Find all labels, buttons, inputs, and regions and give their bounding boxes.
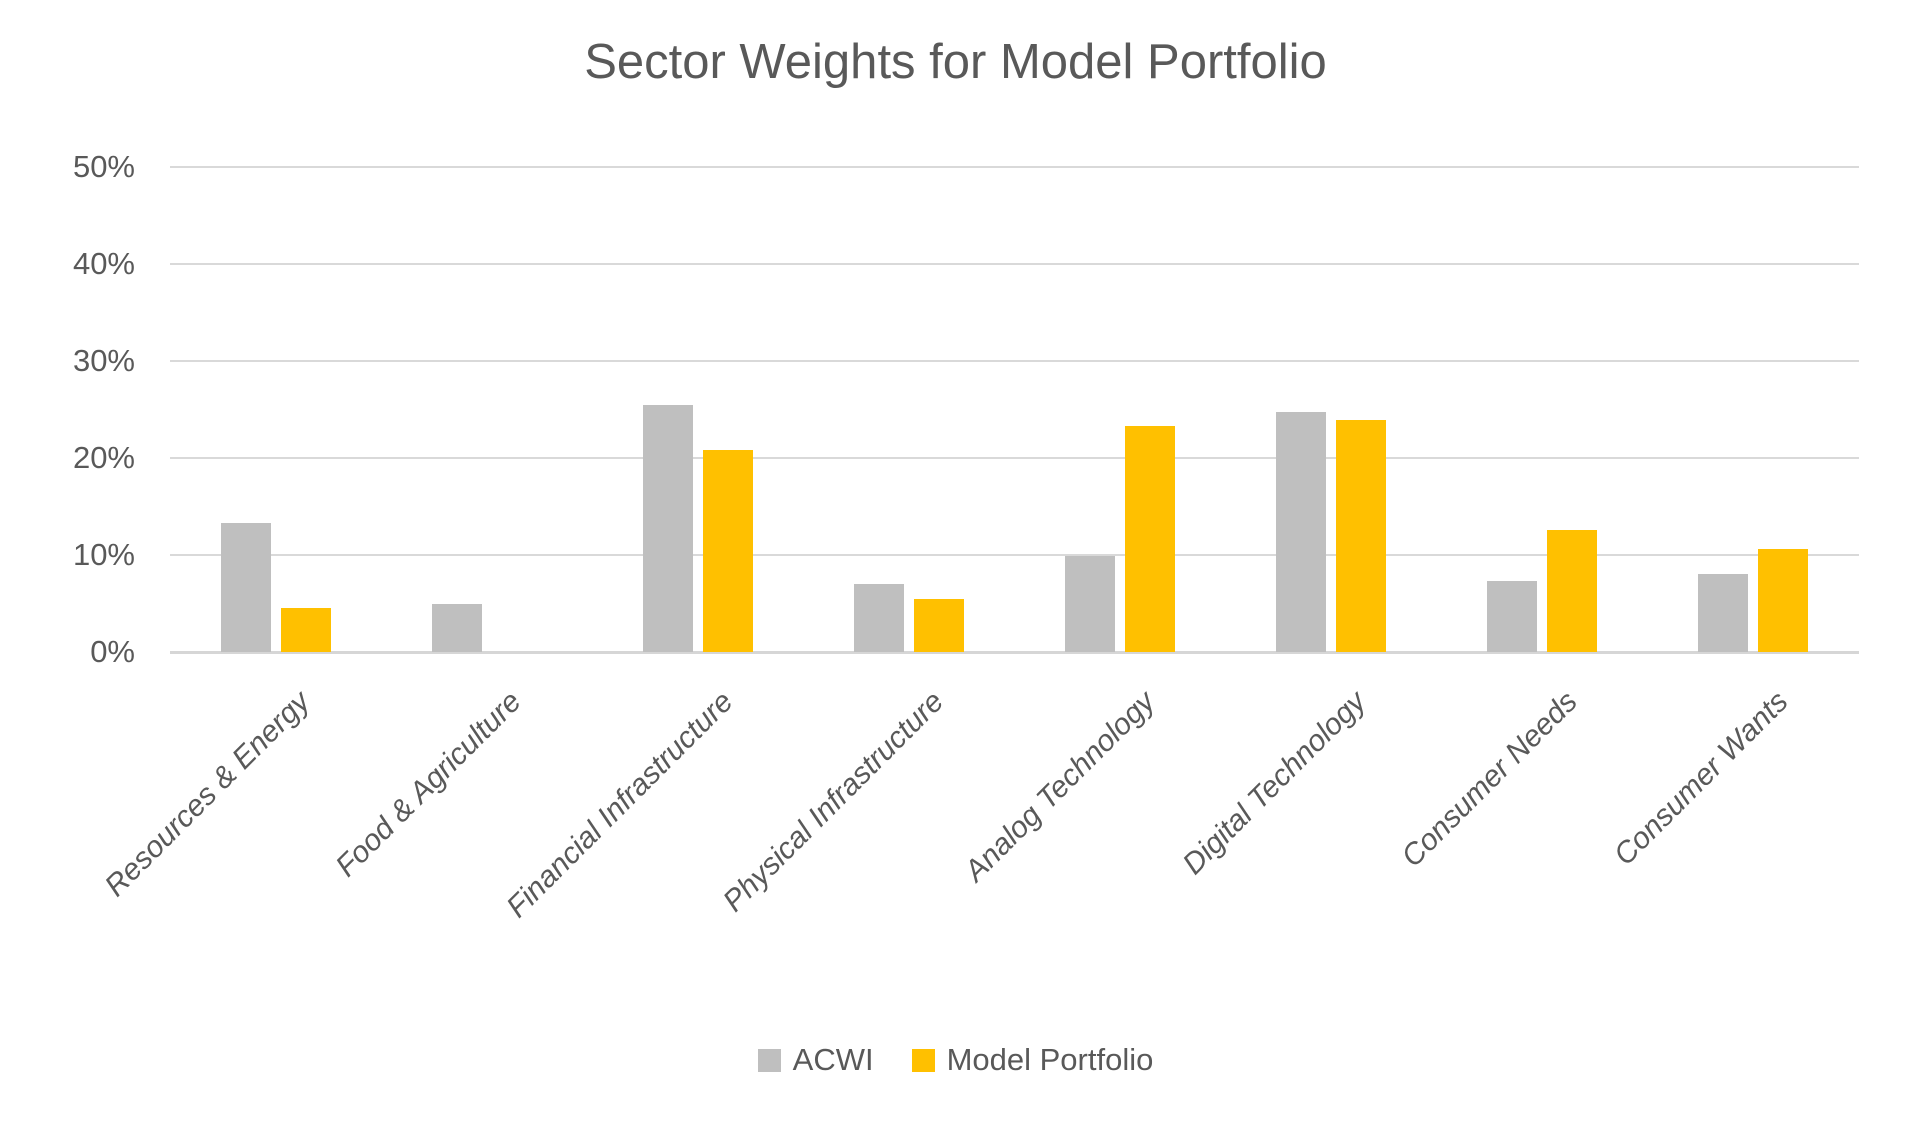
chart-title: Sector Weights for Model Portfolio <box>584 35 1327 89</box>
x-category-label: Physical Infrastructure <box>717 685 951 919</box>
x-category-label: Consumer Needs <box>1395 685 1584 874</box>
y-tick-label: 30% <box>72 343 135 378</box>
bar-acwi-food-agriculture <box>431 603 482 652</box>
legend-swatch-icon <box>757 1048 781 1072</box>
y-tick-label: 20% <box>72 440 135 475</box>
x-category-label: Digital Technology <box>1176 685 1373 881</box>
bar-acwi-financial-infrastructure <box>642 404 693 652</box>
legend-label: Model Portfolio <box>946 1042 1154 1077</box>
legend-swatch-icon <box>911 1048 935 1072</box>
bar-acwi-consumer-wants <box>1698 574 1749 652</box>
gridline <box>170 457 1859 459</box>
x-category-label: Analog Technology <box>958 685 1162 889</box>
gridline <box>170 263 1859 265</box>
x-category-label: Resources & Energy <box>99 685 317 903</box>
bar-acwi-physical-infrastructure <box>853 584 904 652</box>
bar-model-portfolio-digital-technology <box>1336 420 1387 652</box>
bar-acwi-resources-energy <box>220 522 271 652</box>
gridline <box>170 360 1859 362</box>
bar-model-portfolio-financial-infrastructure <box>702 450 753 652</box>
y-tick-label: 40% <box>72 246 135 281</box>
bar-acwi-analog-technology <box>1065 555 1116 652</box>
legend: ACWI Model Portfolio <box>0 1042 1911 1078</box>
bar-model-portfolio-consumer-wants <box>1758 549 1809 652</box>
x-axis-line <box>170 651 1859 654</box>
bar-model-portfolio-consumer-needs <box>1547 529 1598 652</box>
legend-label: ACWI <box>792 1042 874 1077</box>
bar-model-portfolio-physical-infrastructure <box>913 598 964 652</box>
gridline <box>170 166 1859 168</box>
y-tick-label: 50% <box>72 149 135 184</box>
bar-model-portfolio-analog-technology <box>1125 425 1176 652</box>
legend-item-acwi: ACWI <box>757 1042 874 1078</box>
bar-acwi-digital-technology <box>1276 412 1327 652</box>
bar-acwi-consumer-needs <box>1487 581 1538 652</box>
y-tick-label: 10% <box>72 537 135 572</box>
x-category-label: Financial Infrastructure <box>500 685 740 925</box>
x-category-label: Consumer Wants <box>1607 685 1795 872</box>
gridline <box>170 554 1859 556</box>
y-tick-label: 0% <box>90 634 135 669</box>
x-category-label: Food & Agriculture <box>329 685 529 884</box>
plot-area <box>170 166 1859 654</box>
legend-item-model-portfolio: Model Portfolio <box>911 1042 1154 1078</box>
bar-model-portfolio-resources-energy <box>280 608 331 652</box>
